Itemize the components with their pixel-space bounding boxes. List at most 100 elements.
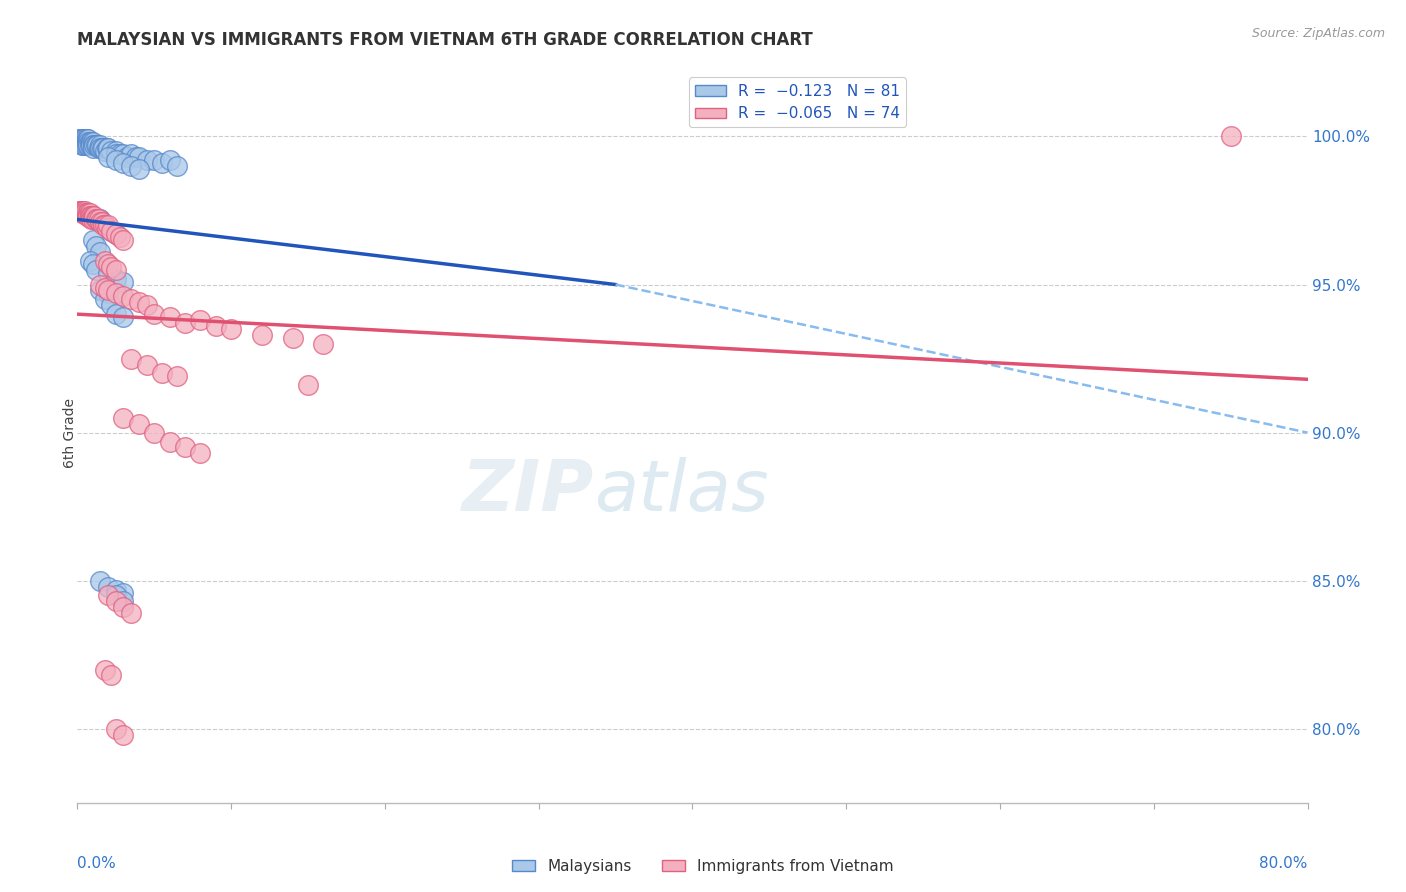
Point [73,138,96,153]
Point [97,219,120,233]
Point [135,358,157,372]
Point [128,150,150,164]
Point [76,132,98,146]
Point [112,156,135,170]
Point [159,153,181,168]
Point [112,275,135,289]
Point [80,210,103,224]
Point [83,210,105,224]
Point [90,215,114,229]
Point [94,663,117,677]
Point [104,286,127,301]
Point [70,132,93,146]
Point [100,224,122,238]
Point [89,141,111,155]
Point [104,594,127,608]
Point [94,280,117,294]
Point [104,147,127,161]
Point [104,262,127,277]
Point [89,215,111,229]
Point [79,210,101,224]
Point [89,277,111,292]
Point [112,410,135,425]
Point [86,212,108,227]
Point [174,316,197,330]
Point [204,318,226,333]
Point [72,138,94,153]
Point [166,159,188,173]
Point [104,227,127,242]
Point [79,253,101,268]
Point [73,132,96,146]
Point [79,138,101,153]
Point [281,331,304,345]
Point [159,434,181,449]
Point [112,585,135,599]
Point [94,253,117,268]
Point [104,145,127,159]
Point [79,206,101,220]
Point [104,307,127,321]
Legend: Malaysians, Immigrants from Vietnam: Malaysians, Immigrants from Vietnam [506,853,900,880]
Point [89,212,111,227]
Point [82,257,104,271]
Point [100,668,122,682]
Point [120,607,142,621]
Point [80,212,103,227]
Point [143,153,166,168]
Point [77,138,100,153]
Text: 0.0%: 0.0% [77,856,117,871]
Point [96,141,118,155]
Point [89,574,111,588]
Point [86,138,108,153]
Point [89,138,111,153]
Point [67,136,90,150]
Point [112,728,135,742]
Point [82,212,104,227]
Point [69,136,91,150]
Point [120,293,142,307]
Point [143,307,166,321]
Point [94,145,117,159]
Point [82,210,104,224]
Point [97,221,120,235]
Point [110,147,132,161]
Point [72,136,94,150]
Point [70,138,93,153]
Point [83,138,105,153]
Text: MALAYSIAN VS IMMIGRANTS FROM VIETNAM 6TH GRADE CORRELATION CHART: MALAYSIAN VS IMMIGRANTS FROM VIETNAM 6TH… [77,31,813,49]
Point [77,132,100,146]
Point [219,322,242,336]
Point [79,136,101,150]
Point [1219,129,1241,144]
Point [97,266,120,280]
Point [77,136,100,150]
Point [135,298,157,312]
Point [120,159,142,173]
Point [150,367,173,381]
Point [120,351,142,366]
Point [76,206,98,220]
Point [69,203,91,218]
Point [84,138,107,153]
Point [97,257,120,271]
Point [128,295,150,310]
Text: Source: ZipAtlas.com: Source: ZipAtlas.com [1251,27,1385,40]
Point [72,203,94,218]
Point [87,141,110,155]
Point [84,262,107,277]
Point [104,227,127,242]
Point [297,378,319,392]
Point [72,132,94,146]
Point [104,589,127,603]
Point [97,580,120,594]
Point [104,271,127,285]
Point [82,233,104,247]
Point [150,156,173,170]
Point [80,136,103,150]
Point [77,206,100,220]
Point [97,150,120,164]
Point [135,153,157,168]
Point [112,289,135,303]
Point [104,722,127,736]
